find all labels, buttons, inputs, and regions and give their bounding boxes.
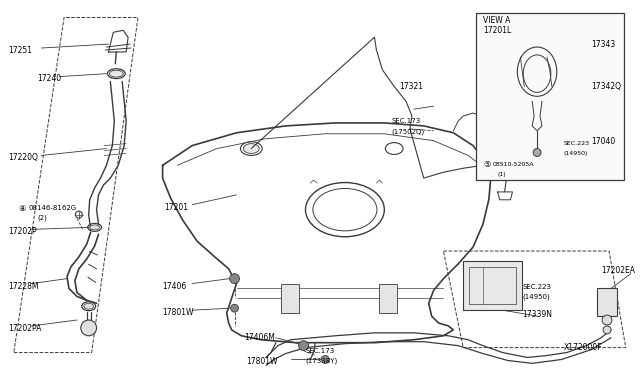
Text: X172000F: X172000F [564,343,602,352]
Ellipse shape [109,70,123,77]
Text: SEC.173: SEC.173 [305,347,335,354]
Bar [469,267,516,304]
Text: 17040: 17040 [591,137,616,146]
Text: (14950): (14950) [564,151,588,155]
Text: 17202PA: 17202PA [8,324,41,333]
Ellipse shape [497,112,516,126]
Text: (17502Q): (17502Q) [391,129,424,135]
Text: 17406: 17406 [163,282,187,291]
Circle shape [602,315,612,325]
Text: SEC.223: SEC.223 [564,141,590,146]
Ellipse shape [84,303,93,309]
Text: ⑤: ⑤ [483,160,490,169]
Text: 17339N: 17339N [522,310,552,319]
Text: SEC.173: SEC.173 [391,118,420,124]
Ellipse shape [90,225,100,230]
Text: 17240: 17240 [38,74,61,83]
Text: (1): (1) [498,172,506,177]
Text: 17220Q: 17220Q [8,154,38,163]
Circle shape [81,320,97,336]
Bar [281,283,299,313]
Text: SEC.223: SEC.223 [522,283,551,289]
Ellipse shape [243,144,259,154]
Text: 17342Q: 17342Q [591,81,621,90]
Text: 17201: 17201 [164,203,189,212]
Text: 17201L: 17201L [483,26,511,35]
Circle shape [230,304,239,312]
Text: 08146-8162G: 08146-8162G [29,205,77,211]
Text: 17406M: 17406M [244,333,275,342]
Bar [380,283,397,313]
Text: 08510-5205A: 08510-5205A [493,162,534,167]
Circle shape [603,326,611,334]
Circle shape [230,274,239,283]
Bar [483,99,530,178]
Text: 17202EA: 17202EA [601,266,635,275]
Text: 17228M: 17228M [8,282,38,291]
Text: (17338Y): (17338Y) [305,357,338,364]
Text: 17202P: 17202P [8,227,36,236]
Bar [463,261,522,310]
Text: 17321: 17321 [399,81,423,90]
Circle shape [299,341,308,350]
Circle shape [321,356,329,363]
Text: 17801W: 17801W [163,308,194,317]
Text: VIEW A: VIEW A [483,16,510,26]
Circle shape [533,148,541,157]
Bar [476,13,624,180]
Text: (2): (2) [38,215,47,221]
Text: 17343: 17343 [591,40,616,49]
Bar [597,289,617,316]
Text: ⑧: ⑧ [19,204,26,213]
Text: (14950): (14950) [522,294,550,300]
Text: 17801W: 17801W [246,357,278,366]
Text: 17251: 17251 [8,46,32,55]
